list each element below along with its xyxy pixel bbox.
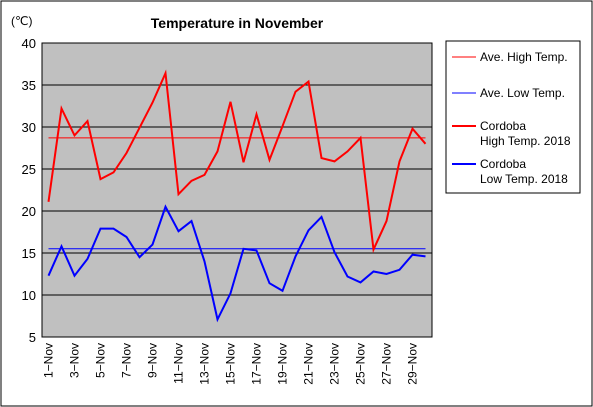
x-tick-label: 5−Nov [94,343,108,378]
y-tick-label: 35 [22,78,36,93]
x-tick-label: 23−Nov [328,343,342,385]
legend-label-3: Cordoba [480,119,526,133]
x-tick-label: 15−Nov [224,343,238,385]
y-axis-unit: (℃) [11,14,32,28]
chart-title: Temperature in November [151,15,324,31]
y-tick-label: 10 [22,288,36,303]
x-tick-label: 25−Nov [354,343,368,385]
y-tick-label: 15 [22,246,36,261]
legend-label-4: Cordoba [480,157,526,171]
x-tick-label: 13−Nov [198,343,212,385]
series-lines [47,69,427,323]
grid-lines [42,84,432,296]
x-tick-label: 29−Nov [406,343,420,385]
x-tick-label: 27−Nov [380,343,394,385]
legend-label-3: High Temp. 2018 [480,134,571,148]
x-tick-label: 21−Nov [302,343,316,385]
series-line-3 [47,69,427,254]
legend-label-1: Ave. High Temp. [480,50,568,64]
y-tick-label: 25 [22,162,36,177]
x-tick-label: 3−Nov [68,343,82,378]
x-tick-label: 11−Nov [172,343,186,384]
y-tick-label: 40 [22,36,36,51]
x-tick-label: 7−Nov [120,343,134,378]
legend-label-4: Low Temp. 2018 [480,172,568,186]
x-axis-ticks: 1−Nov 3−Nov 5−Nov 7−Nov 9−Nov 11−Nov 13−Nov 15−… [42,343,420,385]
legend: Ave. High Temp.Ave. Low Temp.CordobaHigh… [452,50,571,186]
plot-area [41,42,433,338]
series-line-4 [47,204,426,323]
x-tick-label: 9−Nov [146,343,160,378]
x-tick-label: 1−Nov [42,343,56,378]
y-tick-label: 20 [22,204,36,219]
x-tick-label: 17−Nov [250,343,264,385]
x-tick-label: 19−Nov [276,343,290,385]
y-tick-label: 30 [22,120,36,135]
y-tick-label: 5 [29,330,36,345]
y-axis-ticks: 5 10 15 20 25 30 35 40 [22,36,36,345]
legend-box [445,40,581,194]
legend-label-2: Ave. Low Temp. [480,86,565,100]
